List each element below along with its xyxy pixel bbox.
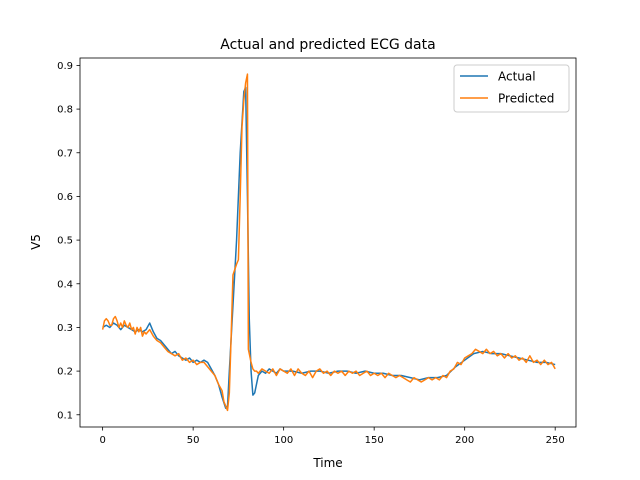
y-tick-label: 0.5 bbox=[57, 236, 73, 247]
legend: Actual Predicted bbox=[453, 64, 570, 113]
legend-label-predicted: Predicted bbox=[498, 92, 554, 106]
legend-label-actual: Actual bbox=[498, 70, 536, 84]
x-tick-label: 50 bbox=[187, 435, 200, 446]
x-tick-label: 200 bbox=[455, 435, 474, 446]
x-tick-label: 250 bbox=[546, 435, 565, 446]
series-line-predicted bbox=[101, 73, 556, 412]
y-tick-label: 0.8 bbox=[57, 105, 73, 116]
x-axis: 0 50 100 150 200 250 bbox=[99, 427, 565, 446]
y-tick-label: 0.7 bbox=[57, 148, 73, 159]
x-tick-label: 0 bbox=[99, 435, 105, 446]
series-layer bbox=[101, 73, 556, 412]
y-axis: 0.1 0.2 0.3 0.4 0.5 0.6 0.7 0.8 0.9 bbox=[57, 61, 80, 421]
y-tick-label: 0.3 bbox=[57, 323, 73, 334]
y-tick-label: 0.6 bbox=[57, 192, 73, 203]
y-axis-title: V5 bbox=[29, 234, 43, 250]
chart-title: Actual and predicted ECG data bbox=[220, 37, 435, 53]
plot-area bbox=[79, 57, 577, 428]
x-tick-label: 100 bbox=[274, 435, 293, 446]
x-tick-label: 150 bbox=[365, 435, 384, 446]
plot-frame bbox=[79, 57, 577, 428]
y-tick-label: 0.9 bbox=[57, 61, 73, 72]
y-tick-label: 0.2 bbox=[57, 367, 73, 378]
y-tick-label: 0.4 bbox=[57, 279, 73, 290]
x-axis-title: Time bbox=[312, 456, 342, 470]
y-tick-label: 0.1 bbox=[57, 410, 73, 421]
